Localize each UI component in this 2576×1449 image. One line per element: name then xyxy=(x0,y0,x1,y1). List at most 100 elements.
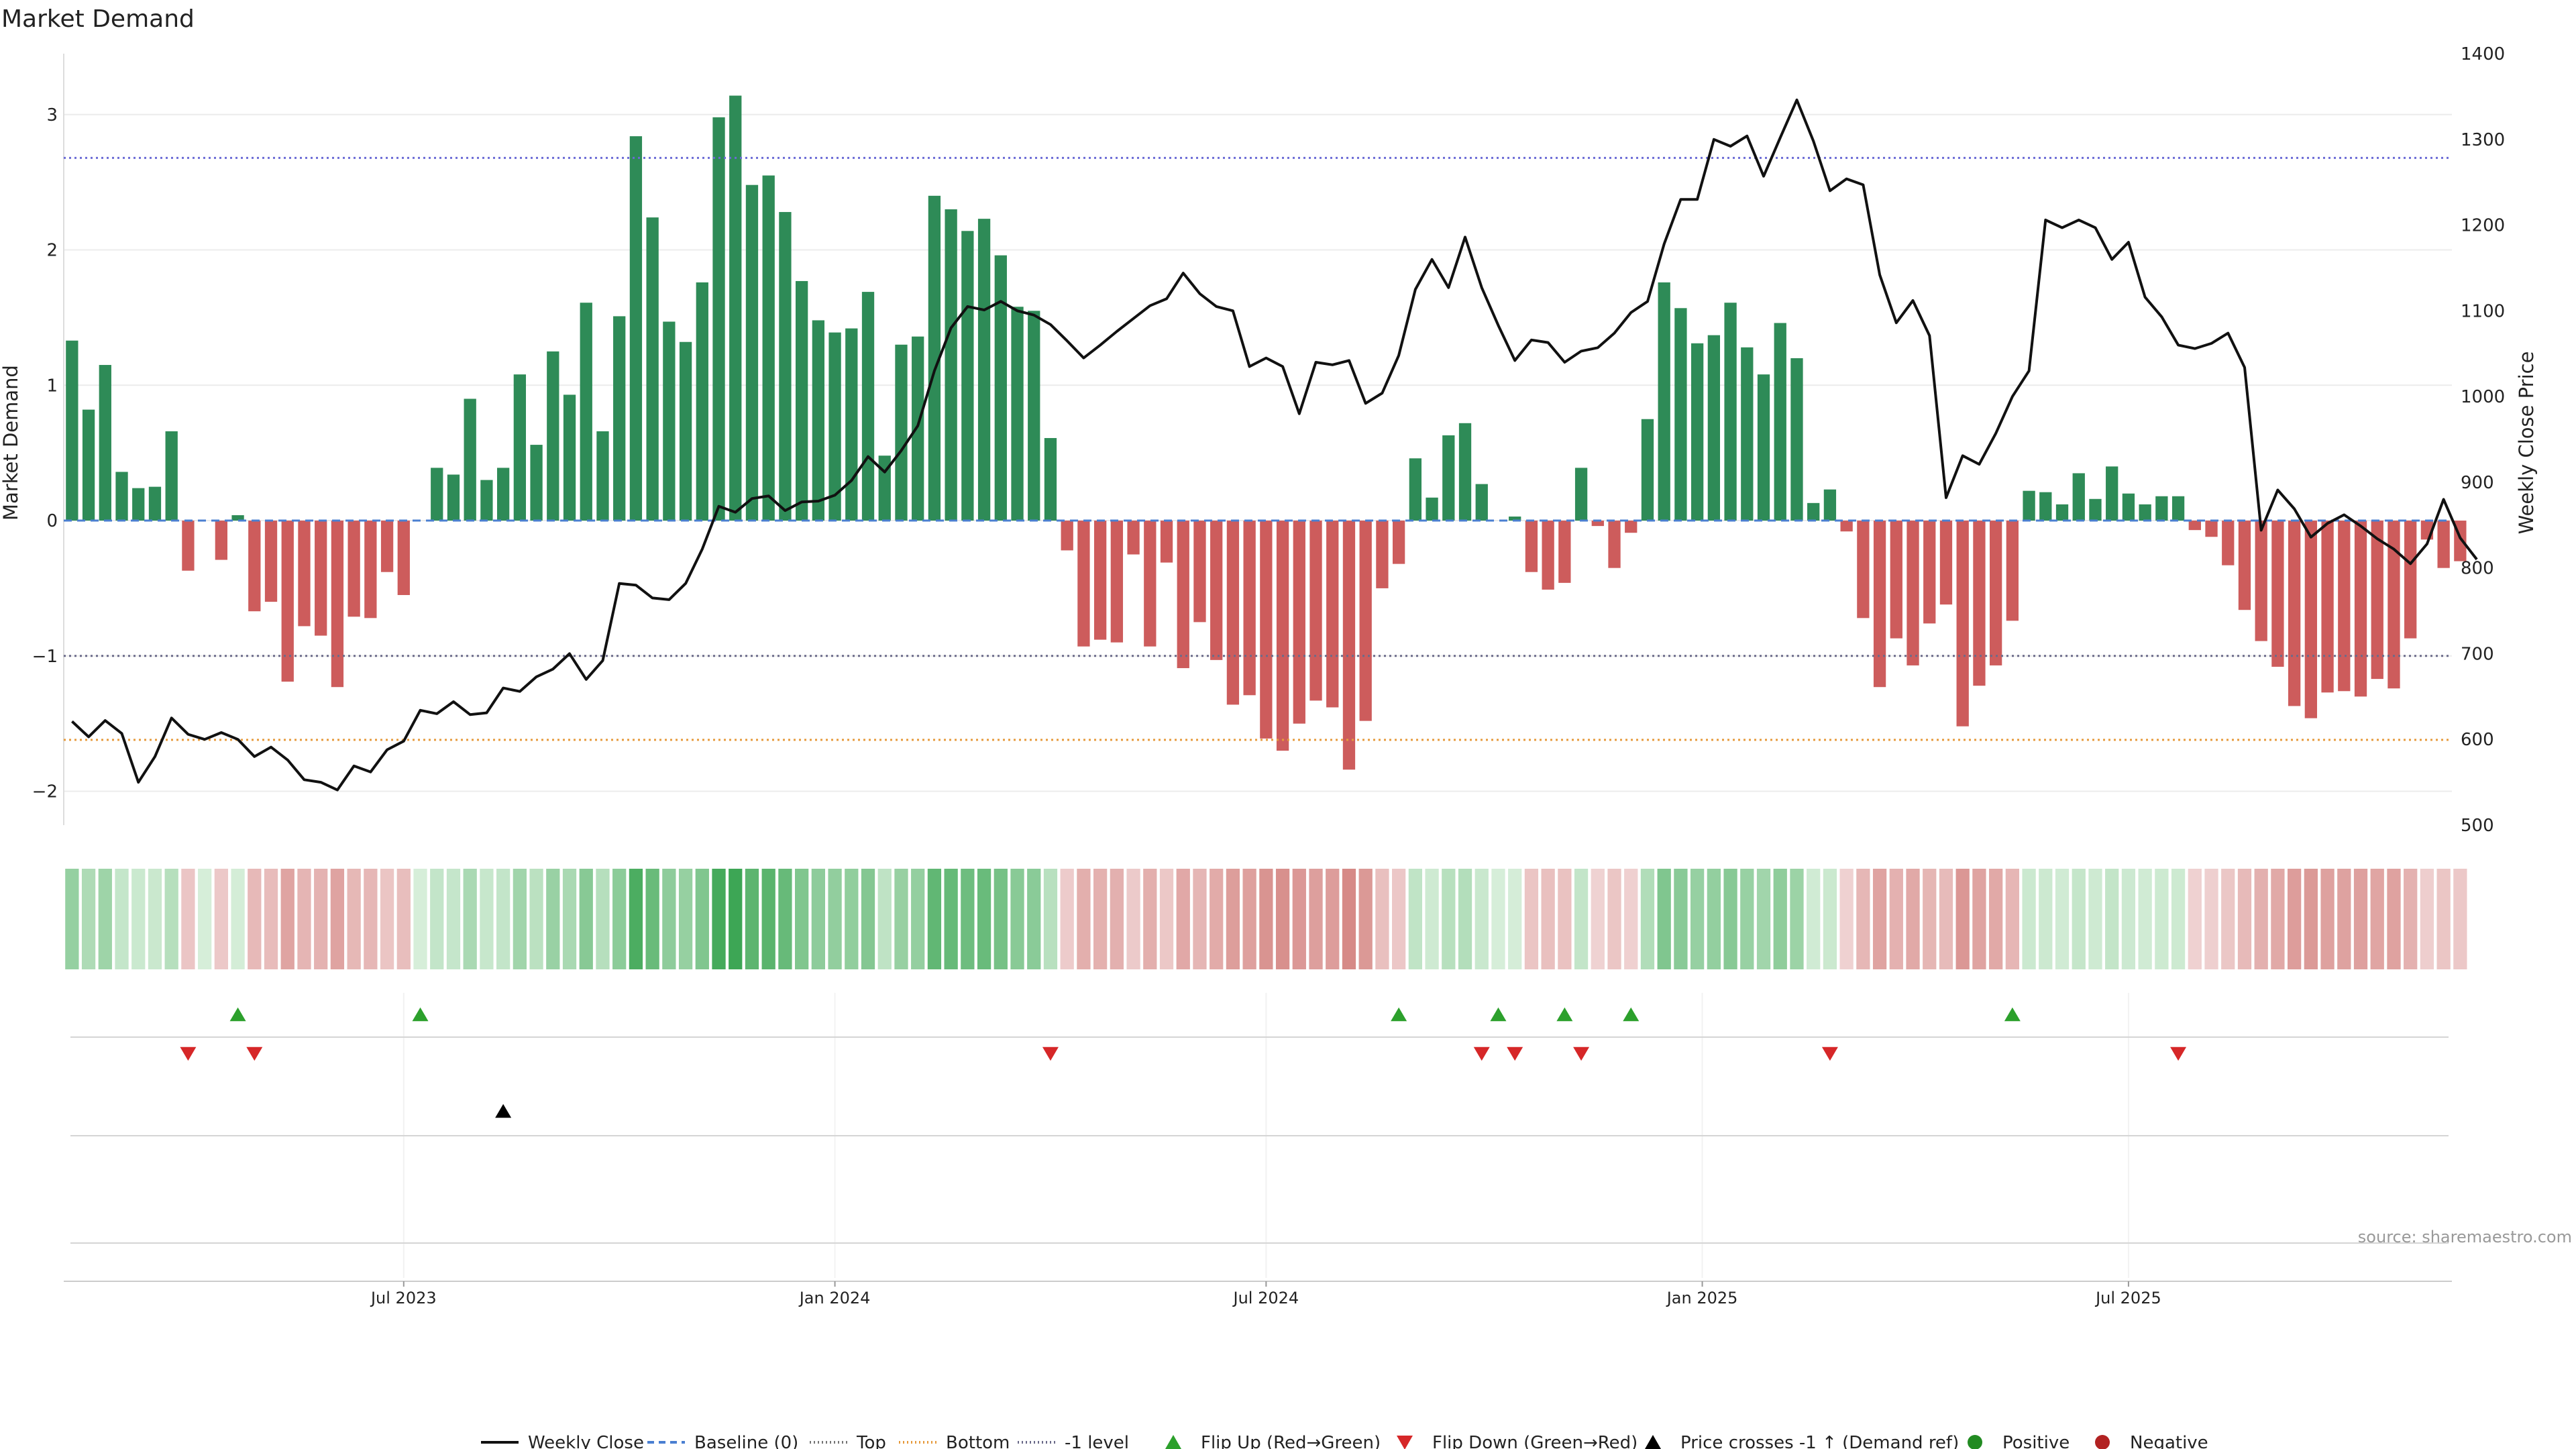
heat-strip-cell xyxy=(2171,869,2186,969)
legend-swatch-triangle-up xyxy=(1645,1435,1661,1449)
heat-strip-cell xyxy=(2320,869,2334,969)
demand-bar xyxy=(1309,521,1322,701)
heat-strip-cell xyxy=(164,869,178,969)
demand-bar xyxy=(2205,521,2218,537)
demand-bar xyxy=(2371,521,2383,680)
flip-down-marker xyxy=(246,1046,263,1061)
price-cross-marker xyxy=(495,1104,512,1118)
heat-strip-cell xyxy=(1275,869,1290,969)
y-tick-left: 3 xyxy=(46,105,58,125)
demand-bar xyxy=(1342,521,1356,770)
heat-strip-cell xyxy=(396,869,411,969)
heat-strip-cell xyxy=(1143,869,1157,969)
heat-strip-cell xyxy=(2271,869,2285,969)
x-tick-label: Jul 2025 xyxy=(2094,1289,2161,1307)
demand-bar xyxy=(696,282,708,521)
panel-layer xyxy=(63,54,2452,1282)
demand-bar xyxy=(1226,521,1240,705)
demand-bar xyxy=(1857,521,1870,619)
demand-bar xyxy=(1608,521,1621,568)
demand-bar xyxy=(1276,521,1289,751)
legend-label: Baseline (0) xyxy=(694,1433,798,1449)
heat-strip-cell xyxy=(98,869,112,969)
demand-bar xyxy=(1177,521,1189,668)
heat-strip-cell xyxy=(2387,869,2401,969)
demand-bar xyxy=(1077,521,1090,647)
heat-strip-cell xyxy=(2254,869,2268,969)
heat-strip-cell xyxy=(2436,869,2451,969)
legend: Weekly Close Baseline (0) Top Bottom -1 leve… xyxy=(481,1433,2208,1449)
heat-strip-cell xyxy=(1740,869,1754,969)
heat-strip-cell xyxy=(562,869,577,969)
heat-strip-cell xyxy=(2404,869,2418,969)
heat-strip-cell xyxy=(364,869,378,969)
flip-down-marker xyxy=(1573,1046,1590,1061)
demand-bar xyxy=(2023,490,2035,521)
heat-strip-cell xyxy=(662,869,676,969)
demand-bar xyxy=(1525,521,1538,572)
heat-strip-cell xyxy=(347,869,361,969)
demand-bar xyxy=(1442,435,1455,521)
heat-strip-cell xyxy=(1077,869,1091,969)
demand-bar xyxy=(945,209,957,521)
demand-bar xyxy=(1674,308,1687,521)
demand-bar xyxy=(1509,517,1521,521)
heat-strip-cell xyxy=(2221,869,2235,969)
heat-strip-cell xyxy=(645,869,659,969)
bars-layer xyxy=(66,95,2467,770)
heat-strip-cell xyxy=(529,869,543,969)
demand-bar xyxy=(1475,484,1488,521)
heat-strip-cell xyxy=(181,869,195,969)
heat-strip-cell xyxy=(413,869,427,969)
y-tick-left: 2 xyxy=(46,241,58,261)
heat-strip-cell xyxy=(1856,869,1870,969)
demand-bar xyxy=(2089,498,2102,521)
legend-label: Positive xyxy=(2002,1433,2070,1449)
demand-bar xyxy=(1144,521,1157,647)
heat-strip-cell xyxy=(1491,869,1505,969)
demand-bar xyxy=(812,320,825,521)
demand-bar xyxy=(496,468,510,521)
demand-bar xyxy=(1690,343,1704,521)
demand-bar xyxy=(1359,521,1372,721)
heat-strip-cell xyxy=(1690,869,1705,969)
heat-strip-cell xyxy=(1823,869,1837,969)
legend-swatch-dot xyxy=(2095,1435,2110,1449)
x-ticks: Jul 2023 Jan 2024 Jul 2024 Jan 2025 Jul 2025 xyxy=(370,1281,2161,1307)
heat-strip-cell xyxy=(1110,869,1124,969)
y-tick-right: 800 xyxy=(2461,559,2494,579)
heat-strip-cell xyxy=(1126,869,1140,969)
demand-bar xyxy=(828,332,841,521)
demand-bar xyxy=(182,521,195,571)
y-tick-right: 1000 xyxy=(2461,387,2505,407)
heat-strip-cell xyxy=(1508,869,1522,969)
demand-bar xyxy=(1973,521,1986,686)
demand-bar xyxy=(613,316,626,521)
heat-strip-cell xyxy=(579,869,593,969)
demand-bar xyxy=(2238,521,2251,610)
heat-strip-cell xyxy=(894,869,908,969)
y-tick-right: 1100 xyxy=(2461,301,2505,321)
demand-bar xyxy=(248,521,261,612)
heat-strip-cell xyxy=(961,869,975,969)
demand-bar xyxy=(895,344,908,521)
heat-strip-cell xyxy=(2072,869,2086,969)
demand-bar xyxy=(1707,335,1721,521)
demand-bar xyxy=(347,521,360,617)
demand-bar xyxy=(2006,521,2019,621)
demand-bar xyxy=(928,195,941,521)
demand-bar xyxy=(2354,521,2367,697)
flip-down-marker xyxy=(1473,1046,1490,1061)
source-note: source: sharemaestro.com xyxy=(2358,1228,2572,1246)
demand-bar xyxy=(397,521,410,596)
y-tick-right: 900 xyxy=(2461,473,2494,493)
heat-strip-cell xyxy=(944,869,958,969)
heat-strip-cell xyxy=(2138,869,2152,969)
demand-bar xyxy=(264,521,278,602)
flip-up-marker xyxy=(412,1007,429,1022)
heat-strip-cell xyxy=(297,869,311,969)
demand-bar xyxy=(480,480,493,521)
flip-up-marker xyxy=(2004,1007,2021,1022)
demand-bar xyxy=(1757,374,1770,521)
